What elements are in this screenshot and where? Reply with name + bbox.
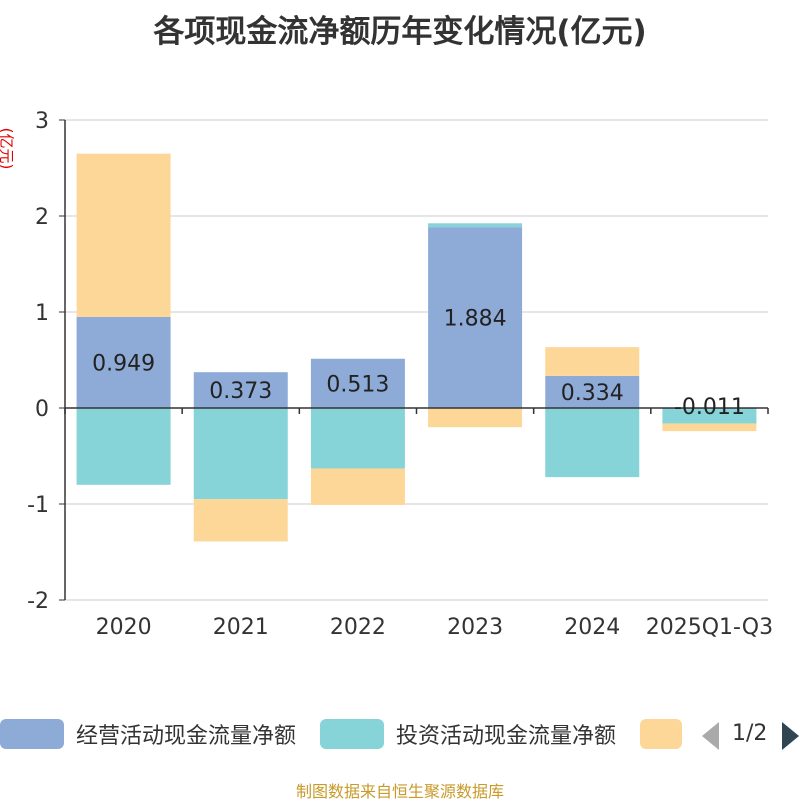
bar-operating-2020 [76,316,171,408]
bar-operating-2024 [545,375,640,408]
y-tick-label: 2 [35,205,49,230]
bar-investing-2021 [193,408,288,500]
y-tick-label: 0 [35,397,49,422]
y-tick-label: -1 [27,493,49,518]
bar-investing-2023 [428,223,523,228]
x-category-label: 2022 [330,615,386,640]
x-category-label: 2025Q1-Q3 [646,615,773,640]
bar-operating-2022 [310,358,405,408]
data-label: 1.884 [444,307,507,332]
bar-financing-2021 [193,499,288,542]
legend-label-investing: 投资活动现金流量净额 [396,724,617,749]
data-label: 0.334 [561,381,624,406]
bar-investing-2022 [310,408,405,469]
legend-pager: 1/2 [700,718,800,750]
chart-title: 各项现金流净额历年变化情况(亿元) [153,14,647,50]
bar-investing-2025Q1-Q3 [662,409,757,424]
data-label: 0.949 [92,351,155,376]
y-tick-label: -2 [27,589,49,614]
bar-financing-2024 [545,347,640,376]
y-tick-label: 1 [35,301,49,326]
data-label: 0.373 [209,379,272,404]
bar-operating-2021 [193,372,288,408]
legend-item-operating[interactable]: 经营活动现金流量净额 [0,716,296,752]
x-category-label: 2020 [96,615,152,640]
bar-financing-2022 [310,468,405,505]
legend-next-arrow-icon[interactable] [782,722,799,750]
legend-item-investing[interactable]: 投资活动现金流量净额 [320,716,616,752]
bar-investing-2024 [545,408,640,478]
data-source-note: 制图数据来自恒生聚源数据库 [295,782,504,801]
bar-financing-2020 [76,153,171,317]
bar-financing-2025Q1-Q3 [662,423,757,432]
bar-operating-2023 [428,227,523,408]
legend-swatch-investing [320,719,384,749]
data-label: -0.011 [674,395,745,420]
bar-investing-2020 [76,408,171,485]
legend-swatch-financing [640,719,682,749]
legend: 经营活动现金流量净额 投资活动现金流量净额 [0,716,800,756]
legend-swatch-operating [0,719,64,749]
chart-area: -2 -1 0 1 2 3 2020 2021 2022 2023 2024 2025Q1-Q3 0.9… [27,109,773,640]
data-label: 0.513 [326,372,389,397]
legend-label-operating: 经营活动现金流量净额 [76,724,297,749]
x-category-label: 2024 [564,615,620,640]
x-category-label: 2021 [213,615,269,640]
legend-prev-arrow-icon[interactable] [702,722,719,750]
legend-page-indicator: 1/2 [732,721,768,746]
x-category-label: 2023 [447,615,503,640]
y-tick-label: 3 [35,109,49,134]
bar-financing-2023 [428,408,523,428]
legend-item-financing[interactable] [640,716,694,752]
